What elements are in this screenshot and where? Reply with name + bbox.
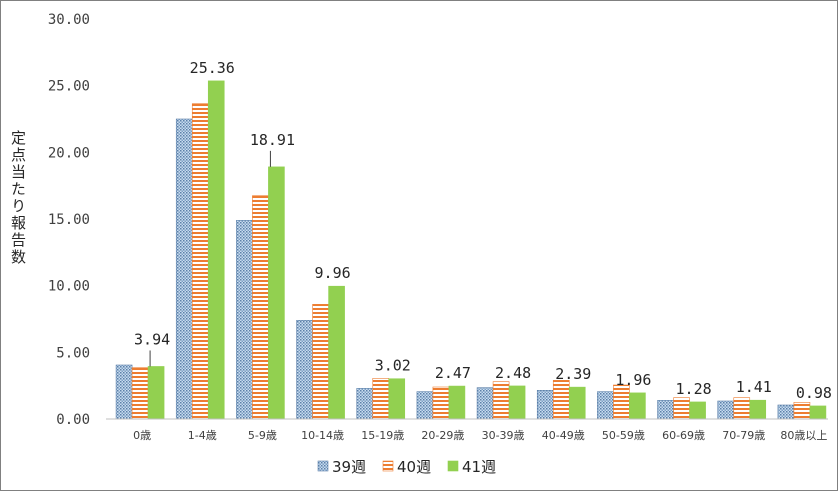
bar-40週 — [733, 397, 751, 420]
bar-41週 — [207, 80, 225, 420]
y-axis-title: 定点当たり報告数 — [9, 130, 27, 266]
x-category-label: 50-59歳 — [602, 429, 645, 442]
legend-swatch-40週 — [382, 460, 394, 472]
data-labels: 3.94 25.36 18.91 9.96 3.02 2.47 2.48 2.39 1.96 1.… — [134, 59, 832, 402]
bar-40週 — [191, 103, 209, 420]
bar-41週 — [268, 166, 285, 420]
bar-39週 — [536, 390, 554, 420]
y-tick-label: 25.00 — [48, 79, 90, 95]
bar-41週 — [508, 385, 526, 420]
data-label: 0.98 — [796, 384, 832, 402]
bar-39週 — [717, 400, 735, 420]
bar-40週 — [432, 386, 450, 420]
y-tick-label: 30.00 — [48, 12, 90, 28]
legend-swatch-41週 — [447, 460, 459, 472]
y-tick-label: 5.00 — [56, 345, 90, 361]
bar-40週 — [673, 397, 690, 420]
data-label: 2.48 — [495, 364, 531, 382]
bar-40週 — [312, 304, 329, 420]
bar-39週 — [296, 320, 313, 420]
bar-41週 — [809, 405, 827, 420]
bar-39週 — [236, 220, 253, 420]
data-label: 3.94 — [134, 330, 170, 348]
x-axis: 0歳 1-4歳 5-9歳 10-14歳 15-19歳 20-29歳 30-39歳 40-49歳… — [133, 429, 827, 442]
bar-39週 — [777, 404, 795, 420]
x-category-label: 70-79歳 — [722, 429, 765, 442]
y-tick-label: 20.00 — [48, 145, 90, 161]
y-tick-label: 0.00 — [56, 412, 90, 428]
bar-40週 — [252, 195, 269, 420]
bar-40週 — [552, 380, 570, 420]
bar-40週 — [131, 367, 149, 420]
data-label: 25.36 — [190, 59, 235, 77]
leader-lines — [149, 150, 271, 367]
x-category-label: 5-9歳 — [248, 429, 277, 442]
bar-40週 — [793, 402, 811, 420]
bar-41週 — [689, 401, 706, 420]
data-label: 9.96 — [315, 264, 351, 282]
bar-39週 — [476, 387, 494, 420]
data-label: 1.41 — [736, 378, 772, 396]
legend-label: 40週 — [397, 458, 431, 476]
data-label: 18.91 — [250, 131, 295, 149]
x-category-label: 40-49歳 — [542, 429, 585, 442]
x-category-label: 60-69歳 — [662, 429, 705, 442]
bar-39週 — [356, 388, 374, 420]
bar-40週 — [613, 384, 630, 420]
x-category-label: 0歳 — [133, 429, 151, 442]
bar-39週 — [115, 364, 133, 420]
data-label: 3.02 — [375, 357, 411, 375]
bar-41週 — [147, 366, 165, 420]
y-tick-label: 15.00 — [48, 212, 90, 228]
y-tick-label: 10.00 — [48, 279, 90, 295]
x-category-label: 80歳以上 — [780, 429, 827, 442]
x-category-label: 15-19歳 — [361, 429, 404, 442]
legend-label: 39週 — [332, 458, 366, 476]
bar-41週 — [629, 392, 646, 420]
bar-40週 — [372, 378, 390, 420]
bar-39週 — [416, 391, 434, 420]
data-label: 2.39 — [555, 365, 591, 383]
x-category-label: 30-39歳 — [482, 429, 525, 442]
legend-swatch-39週 — [317, 460, 329, 472]
y-axis: 0.00 5.00 10.00 15.00 20.00 25.00 30.00 — [48, 12, 90, 428]
bar-41週 — [568, 386, 586, 420]
bar-41週 — [448, 385, 466, 420]
bar-39週 — [597, 391, 614, 420]
x-category-label: 10-14歳 — [301, 429, 344, 442]
legend-label: 41週 — [462, 458, 496, 476]
bar-39週 — [657, 400, 674, 420]
x-category-label: 20-29歳 — [421, 429, 464, 442]
bar-39週 — [175, 118, 193, 420]
data-label: 1.96 — [615, 371, 651, 389]
bar-41週 — [749, 399, 767, 420]
bar-40週 — [492, 381, 510, 420]
data-label: 1.28 — [676, 380, 712, 398]
bar-41週 — [328, 285, 345, 420]
bars — [115, 80, 827, 420]
legend: 39週 40週 41週 — [317, 458, 496, 476]
data-label: 2.47 — [435, 364, 471, 382]
bar-41週 — [388, 378, 406, 420]
x-category-label: 1-4歳 — [188, 429, 217, 442]
